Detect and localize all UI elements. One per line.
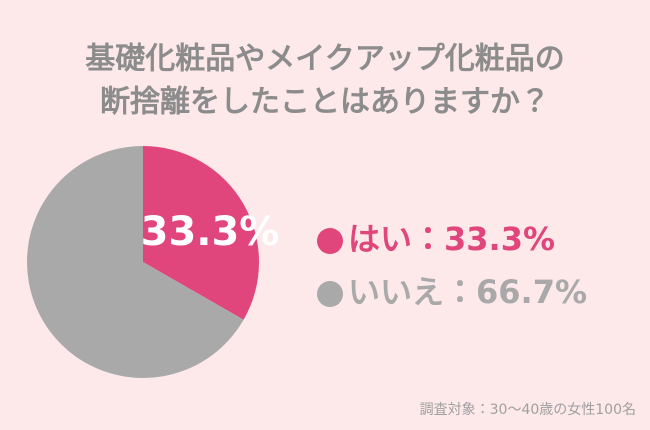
legend-label: いいえ：66.7% bbox=[348, 273, 587, 311]
pie-slice bbox=[143, 146, 259, 320]
chart-title: 基礎化粧品やメイクアップ化粧品の bbox=[85, 42, 564, 77]
data-label: 33.3% bbox=[141, 209, 280, 255]
note: 調査対象：30〜40歳の女性100名 bbox=[420, 402, 636, 418]
pie-slice bbox=[26, 146, 244, 378]
legend-marker bbox=[317, 228, 343, 254]
chart-title: 断捨離をしたことはありますか？ bbox=[100, 85, 550, 120]
legend-marker bbox=[317, 281, 343, 307]
legend-label: はい：33.3% bbox=[348, 220, 555, 258]
